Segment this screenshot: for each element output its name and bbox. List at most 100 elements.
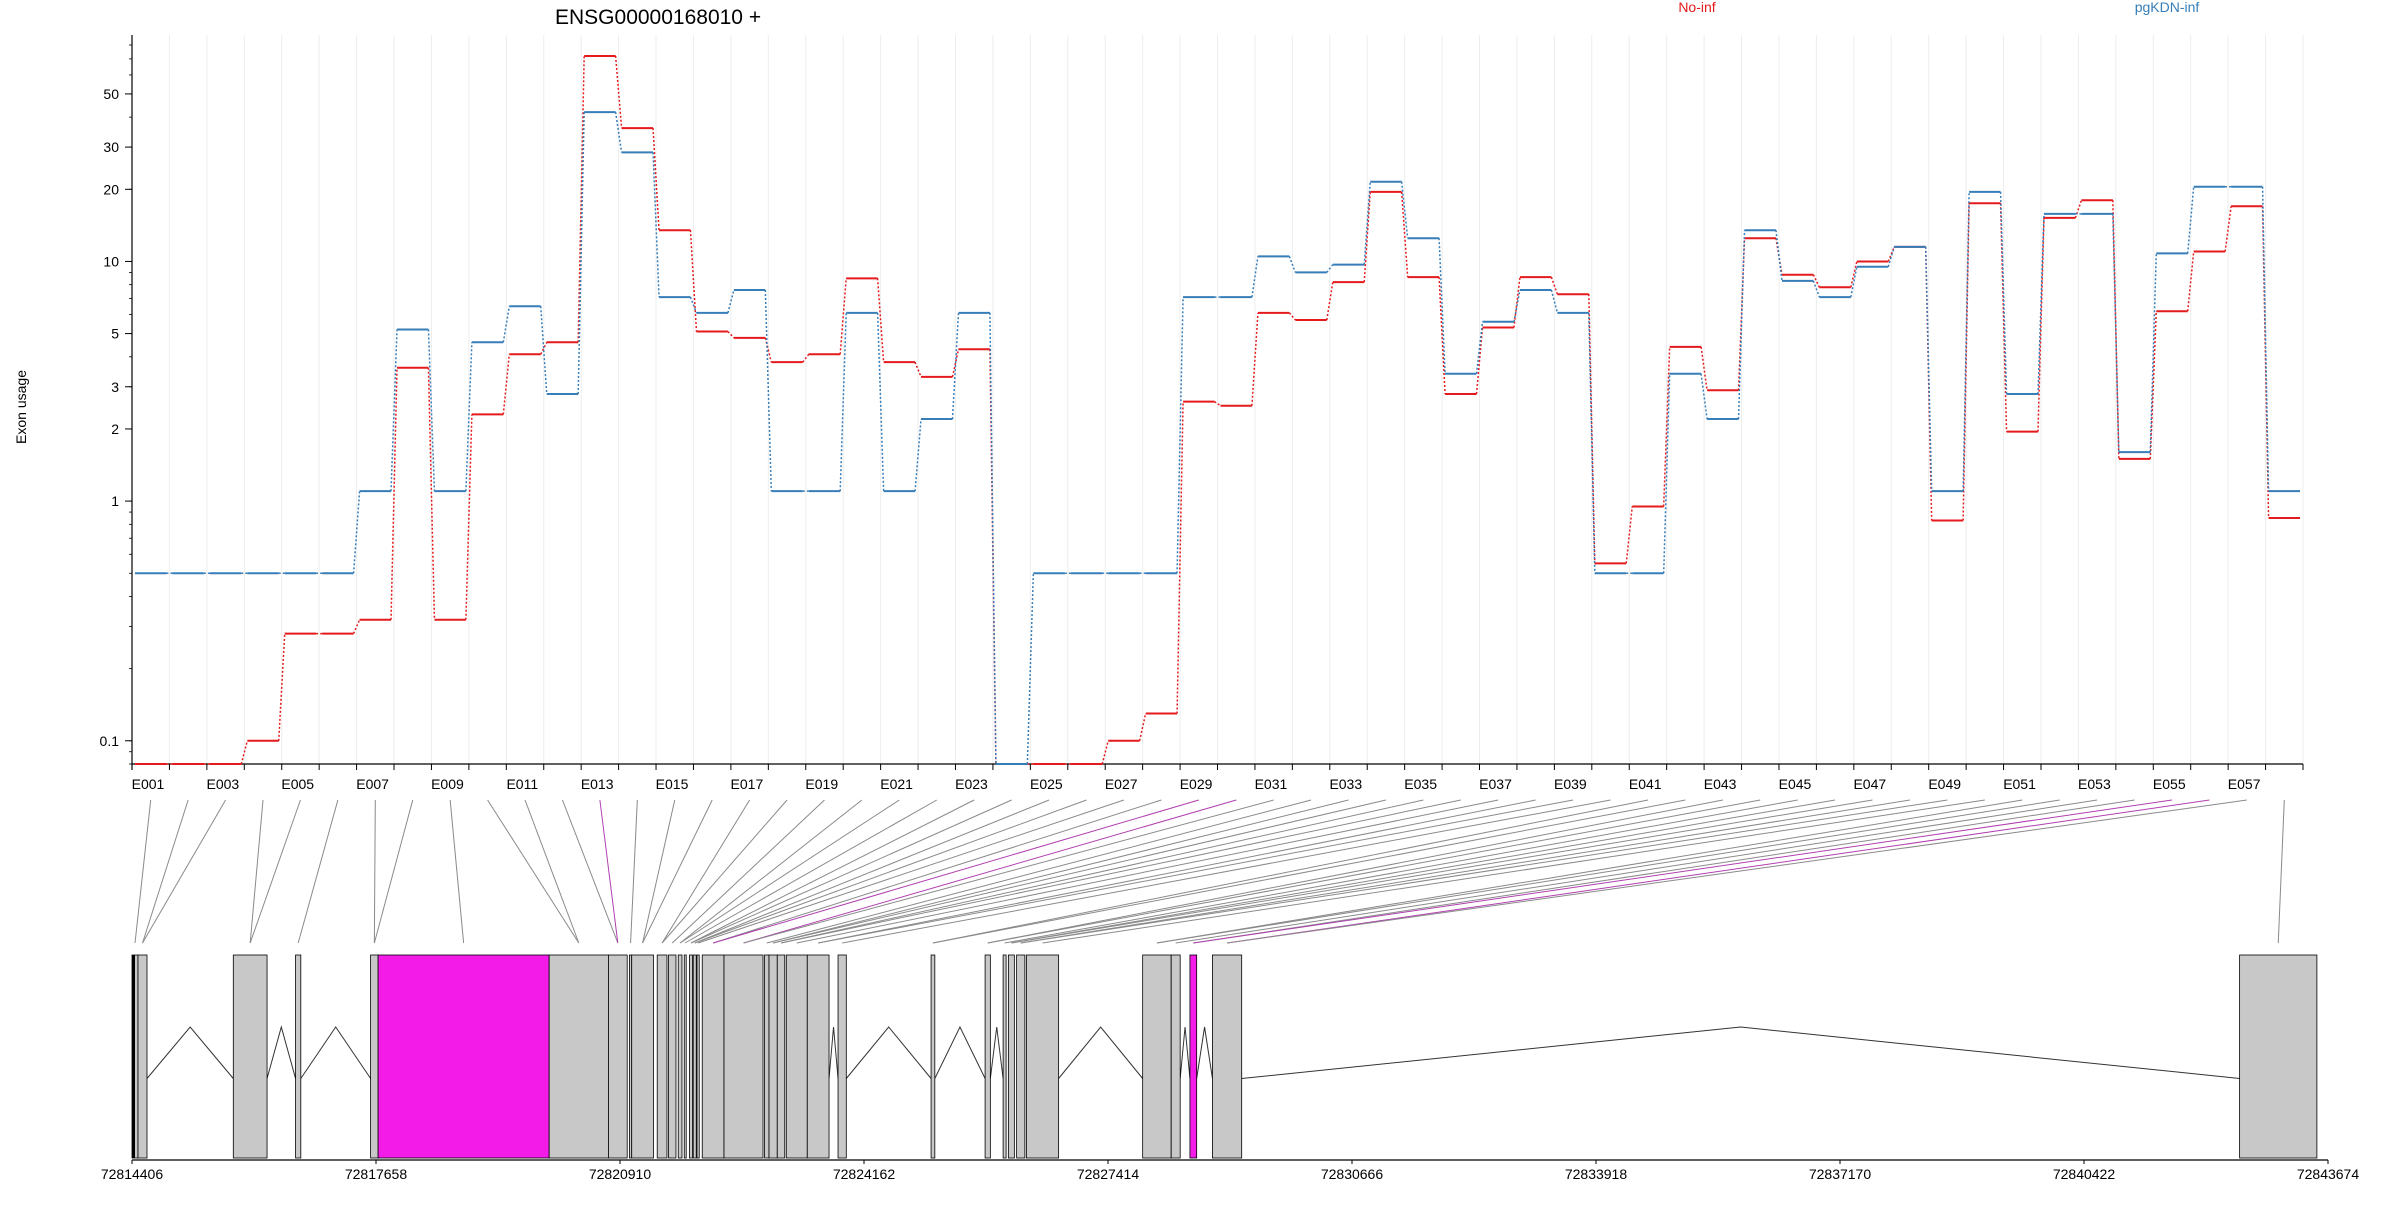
genomic-tick-label: 72817658 — [345, 1166, 408, 1182]
y-tick-label: 30 — [103, 139, 119, 155]
x-tick-label: E009 — [431, 776, 464, 792]
x-tick-label: E007 — [356, 776, 389, 792]
exon-connector — [932, 799, 1686, 944]
series-connector — [1214, 401, 1221, 407]
y-tick-label: 1 — [111, 493, 119, 509]
exon-block — [631, 954, 654, 1159]
series-connector — [989, 312, 997, 765]
series-connector — [352, 619, 361, 634]
series-connector — [1962, 203, 1970, 521]
series-connector — [951, 312, 960, 420]
exon-connector — [694, 799, 1087, 944]
x-tick-label: E017 — [731, 776, 764, 792]
exon-connector — [773, 799, 1349, 944]
genomic-tick-label: 72824162 — [833, 1166, 896, 1182]
series-connector — [1737, 230, 1746, 420]
genomic-tick-label: 72837170 — [1809, 1166, 1872, 1182]
series-connector — [427, 329, 436, 492]
exon-block — [1142, 954, 1172, 1159]
exon-block — [608, 954, 628, 1159]
series-connector — [802, 353, 810, 363]
axes-layer: 0.1 1 2 3 5 10 20 30 50 E001 E003 E005 E007 E009 E011 E… — [100, 35, 2304, 792]
x-tick-label: E031 — [1255, 776, 1288, 792]
series-connector — [2186, 251, 2195, 312]
series-connector — [1475, 321, 1484, 374]
exon-block — [930, 954, 936, 1159]
x-tick-label: E047 — [1853, 776, 1886, 792]
exon-connector — [449, 799, 465, 944]
x-tick-label: E037 — [1479, 776, 1512, 792]
intron-line — [146, 1026, 234, 1079]
exon-block — [137, 954, 148, 1159]
exon-block — [295, 954, 302, 1159]
connector-layer — [134, 799, 2285, 944]
genomic-tick-label: 72814406 — [101, 1166, 164, 1182]
intron-line — [828, 1026, 839, 1079]
exon-connector — [642, 799, 713, 944]
x-tick-label: E029 — [1180, 776, 1213, 792]
exon-block — [689, 954, 693, 1159]
series-connector — [1138, 713, 1147, 741]
grid-layer — [131, 35, 2304, 764]
series-connector — [1962, 191, 1970, 492]
exon-connector — [1020, 799, 1948, 944]
series-connector — [1288, 312, 1296, 321]
x-tick-label: E041 — [1629, 776, 1662, 792]
series-connector — [876, 312, 885, 492]
series-connector — [577, 112, 585, 394]
y-tick-label: 0.1 — [100, 733, 120, 749]
exon-connector — [249, 799, 301, 944]
intron-line — [1196, 1026, 1213, 1079]
series-connector — [689, 230, 698, 332]
y-tick-label: 10 — [103, 253, 119, 269]
genomic-tick-label: 72840422 — [2053, 1166, 2116, 1182]
gene-model: 72814406 72817658 72820910 72824162 72827414… — [101, 954, 2359, 1182]
exon-block — [656, 954, 668, 1159]
genomic-tick-label: 72827414 — [1077, 1166, 1140, 1182]
series-connector — [1513, 277, 1521, 328]
series-connector — [1887, 246, 1895, 267]
series-connector — [2261, 186, 2270, 492]
exon-block — [2239, 954, 2318, 1159]
exon-connector — [712, 799, 1162, 944]
x-tick-label: E023 — [955, 776, 988, 792]
exon-connector-highlighted — [1193, 799, 2173, 944]
exon-block — [1170, 954, 1181, 1159]
x-tick-label: E011 — [506, 776, 538, 792]
y-tick-label: 3 — [111, 379, 119, 395]
series-connector — [427, 367, 436, 620]
intron-line — [266, 1025, 297, 1079]
genomic-tick-label: 72830666 — [1321, 1166, 1384, 1182]
exon-connector — [1193, 799, 2135, 944]
series-connector — [277, 633, 286, 741]
series-connector — [1438, 277, 1446, 394]
exon-block — [668, 954, 677, 1159]
intron-line — [1058, 1026, 1144, 1079]
exon-connector — [773, 799, 1387, 944]
x-tick-label: E033 — [1329, 776, 1362, 792]
y-tick-label: 2 — [111, 421, 119, 437]
x-tick-label: E003 — [207, 776, 240, 792]
exon-connector — [743, 799, 1274, 944]
series-connector — [1438, 238, 1446, 374]
exon-connector — [671, 799, 825, 944]
x-tick-label: E025 — [1030, 776, 1063, 792]
x-tick-label: E001 — [132, 776, 165, 792]
series-connector — [390, 329, 398, 492]
exon-block — [768, 954, 778, 1159]
y-tick-label: 50 — [103, 86, 119, 102]
exon-block — [1016, 954, 1026, 1159]
exon-block — [1212, 954, 1243, 1159]
series-connector — [689, 296, 698, 314]
exon-connector — [796, 799, 1499, 944]
exon-connector-highlighted — [712, 799, 1199, 944]
exon-block — [232, 954, 268, 1159]
series-connector — [1251, 256, 1259, 298]
series-connector — [2186, 186, 2195, 254]
series-connector — [1924, 246, 1933, 492]
exon-connector — [694, 799, 1050, 944]
exon-connector — [987, 799, 1723, 944]
legend-entry-no-inf: No-inf — [1678, 0, 1715, 15]
exon-connector — [818, 799, 1574, 944]
